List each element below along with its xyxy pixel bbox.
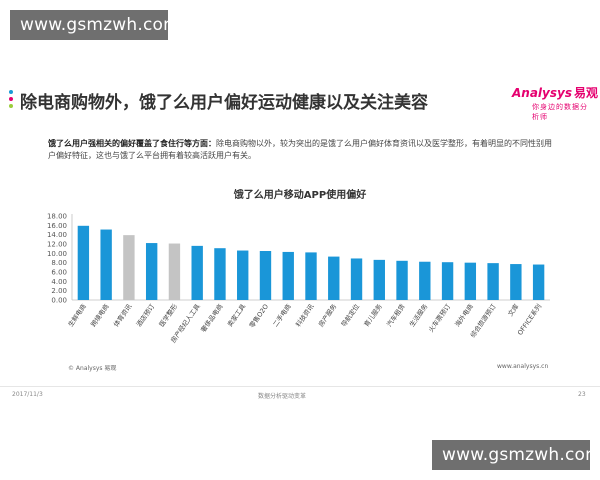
- bar: [350, 258, 363, 300]
- x-tick-label: 海外电商: [453, 302, 476, 329]
- y-tick-label: 8.00: [51, 259, 67, 267]
- x-tick-label: 零售O2O: [247, 302, 270, 330]
- bar: [487, 263, 499, 300]
- x-tick-label: 导航定位: [339, 302, 362, 329]
- bar: [510, 264, 522, 300]
- description-lead: 饿了么用户强相关的偏好覆盖了食住行等方面：: [48, 139, 216, 148]
- y-tick-label: 0.00: [51, 297, 67, 305]
- y-tick-label: 10.00: [47, 250, 67, 258]
- bar: [441, 262, 454, 300]
- chart-site: www.analysys.cn: [497, 363, 549, 370]
- x-tick-label: 科技资讯: [293, 302, 316, 329]
- bar: [145, 243, 158, 300]
- watermark-top: www.gsmzwh.com: [10, 10, 180, 40]
- bar: [214, 248, 226, 300]
- x-tick-label: 体育资讯: [111, 302, 134, 329]
- x-tick-label: 房产服务: [316, 302, 339, 329]
- footer-divider: [0, 386, 600, 387]
- y-tick-label: 16.00: [47, 222, 67, 230]
- x-tick-label: 卖家工具: [225, 302, 248, 329]
- chart-source: © Analysys 易观: [68, 365, 117, 372]
- bar: [282, 251, 294, 300]
- x-tick-label: 医学整形: [157, 302, 180, 329]
- x-tick-label: 育儿服务: [362, 302, 385, 329]
- y-tick-label: 2.00: [51, 287, 67, 295]
- analysys-logo: Analysys 易观 你身边的数据分析师: [512, 84, 598, 121]
- bar: [259, 251, 272, 300]
- title-accent-dots: [9, 90, 15, 110]
- y-tick-label: 6.00: [51, 269, 67, 277]
- bar: [191, 245, 203, 300]
- bar: [419, 261, 431, 300]
- bar: [123, 235, 135, 300]
- chart-title: 饿了么用户移动APP使用偏好: [233, 188, 366, 201]
- app-preference-bar-chart: 饿了么用户移动APP使用偏好0.002.004.006.008.0010.001…: [47, 188, 550, 344]
- x-tick-label: 生活服务: [407, 302, 430, 329]
- footer-date: 2017/11/3: [12, 391, 43, 398]
- x-tick-label: 汽车租赁: [384, 302, 407, 329]
- bar: [305, 252, 317, 300]
- logo-en: Analysys: [512, 86, 572, 100]
- bar: [532, 264, 545, 300]
- x-tick-label: 跨境电商: [88, 302, 111, 329]
- watermark-bottom: www.gsmzwh.com: [432, 440, 600, 470]
- bar: [373, 259, 385, 300]
- slide-title: 除电商购物外，饿了么用户偏好运动健康以及关注美容: [20, 93, 428, 113]
- y-tick-label: 4.00: [51, 278, 67, 286]
- page-number: 23: [578, 391, 586, 398]
- accent-dot: [9, 97, 13, 101]
- y-tick-label: 18.00: [47, 213, 67, 221]
- bar: [464, 262, 477, 300]
- x-tick-label: 奢侈品电商: [199, 302, 225, 334]
- bar: [237, 250, 249, 300]
- bar: [77, 225, 90, 300]
- bar: [396, 260, 408, 300]
- accent-dot: [9, 104, 13, 108]
- bar: [168, 243, 181, 300]
- footer-slogan: 数据分析驱动变革: [258, 393, 307, 400]
- bar: [100, 229, 112, 300]
- x-tick-label: 酒店预订: [134, 302, 157, 329]
- x-tick-label: 生鲜电商: [66, 302, 89, 329]
- slide-description: 饿了么用户强相关的偏好覆盖了食住行等方面：除电商购物以外，较为突出的是饿了么用户…: [48, 138, 558, 162]
- logo-cn: 易观: [573, 86, 598, 100]
- y-tick-label: 14.00: [47, 231, 67, 239]
- x-tick-label: 火车票预订: [426, 302, 452, 334]
- x-tick-label: 文库: [506, 302, 521, 318]
- description-body: 除电商购物以外，较为突出的是饿了么用户偏好体育资讯以及医学整形，有着明显的不同性…: [48, 139, 552, 160]
- logo-tagline: 你身边的数据分析师: [532, 103, 588, 121]
- y-tick-label: 12.00: [47, 241, 67, 249]
- bar: [328, 256, 340, 300]
- x-tick-label: 二手电商: [271, 302, 294, 329]
- accent-dot: [9, 90, 13, 94]
